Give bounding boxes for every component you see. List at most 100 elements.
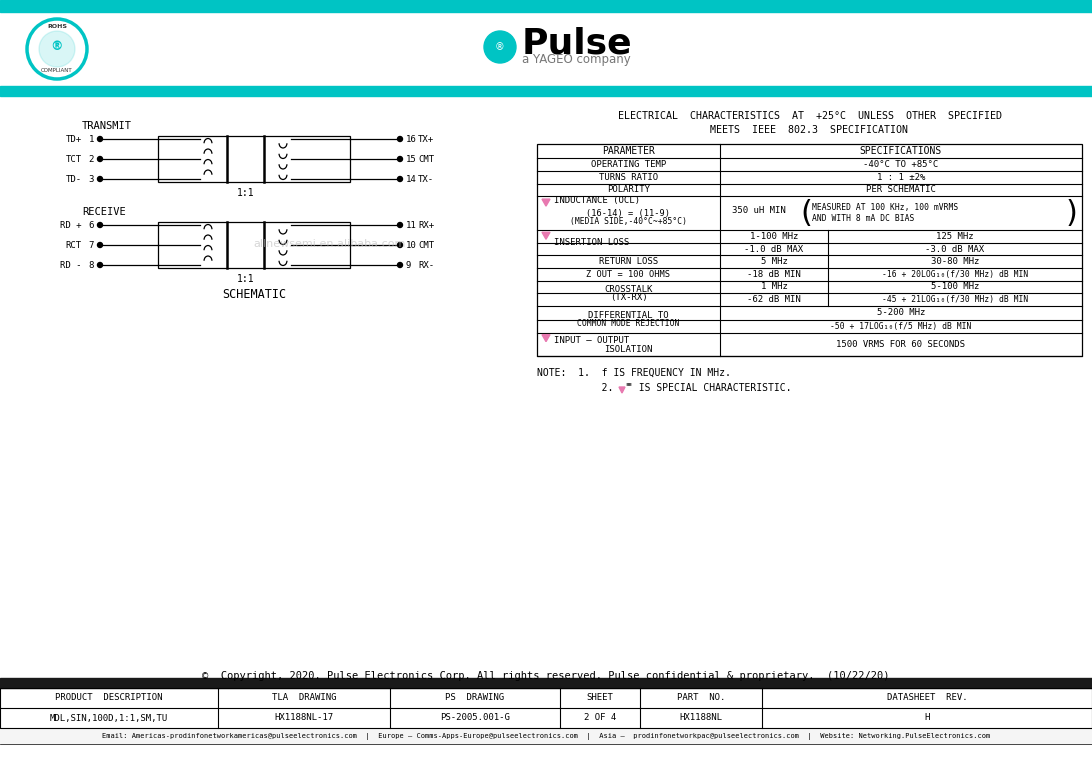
Text: POLARITY: POLARITY — [607, 185, 650, 194]
Text: DATASHEET  REV.: DATASHEET REV. — [887, 694, 968, 703]
Text: -1.0 dB MAX: -1.0 dB MAX — [745, 245, 804, 254]
Text: TX-: TX- — [418, 174, 435, 183]
Polygon shape — [542, 232, 550, 239]
Text: PS  DRAWING: PS DRAWING — [446, 694, 505, 703]
Text: ISOLATION: ISOLATION — [604, 345, 653, 354]
Text: 8: 8 — [88, 261, 94, 269]
Text: 1 : 1 ±2%: 1 : 1 ±2% — [877, 173, 925, 182]
Bar — [0, 12, 1092, 86]
Text: HX1188NL: HX1188NL — [679, 714, 723, 722]
Text: HX1188NL-17: HX1188NL-17 — [274, 714, 333, 722]
Text: PARAMETER: PARAMETER — [602, 146, 655, 156]
Text: 2.  ": 2. " — [537, 383, 631, 393]
Bar — [0, 678, 1092, 688]
Text: OPERATING TEMP: OPERATING TEMP — [591, 160, 666, 170]
Text: 1-100 MHz: 1-100 MHz — [750, 232, 798, 241]
Text: SPECIFICATIONS: SPECIFICATIONS — [859, 146, 942, 156]
Text: INPUT – OUTPUT: INPUT – OUTPUT — [554, 336, 629, 345]
Text: 5 MHz: 5 MHz — [760, 257, 787, 266]
Text: 1 MHz: 1 MHz — [760, 283, 787, 291]
Text: a YAGEO company: a YAGEO company — [522, 53, 631, 67]
Text: 1: 1 — [88, 135, 94, 143]
Text: COMMON MODE REJECTION: COMMON MODE REJECTION — [578, 319, 679, 327]
Text: AND WITH 8 mA DC BIAS: AND WITH 8 mA DC BIAS — [812, 214, 914, 223]
Text: DIFFERENTIAL TO: DIFFERENTIAL TO — [589, 310, 668, 320]
Text: TD+: TD+ — [66, 135, 82, 143]
Text: INSERTION LOSS: INSERTION LOSS — [554, 238, 629, 248]
Text: -40°C TO +85°C: -40°C TO +85°C — [864, 160, 939, 170]
Text: -3.0 dB MAX: -3.0 dB MAX — [925, 245, 985, 254]
Text: MEETS  IEEE  802.3  SPECIFICATION: MEETS IEEE 802.3 SPECIFICATION — [711, 125, 909, 135]
Text: ): ) — [1065, 199, 1077, 228]
Text: 5-200 MHz: 5-200 MHz — [877, 308, 925, 317]
Text: ELECTRICAL  CHARACTERISTICS  AT  +25°C  UNLESS  OTHER  SPECIFIED: ELECTRICAL CHARACTERISTICS AT +25°C UNLE… — [617, 111, 1001, 121]
Text: RD +: RD + — [60, 221, 82, 230]
Text: -45 + 21LOG₁₀(f/30 MHz) dB MIN: -45 + 21LOG₁₀(f/30 MHz) dB MIN — [882, 295, 1029, 304]
Text: RX+: RX+ — [418, 221, 435, 230]
Text: TRANSMIT: TRANSMIT — [82, 121, 132, 131]
Text: TLA  DRAWING: TLA DRAWING — [272, 694, 336, 703]
Text: PS-2005.001-G: PS-2005.001-G — [440, 714, 510, 722]
Text: 30-80 MHz: 30-80 MHz — [930, 257, 980, 266]
Text: CROSSTALK: CROSSTALK — [604, 285, 653, 293]
Bar — [0, 688, 1092, 728]
Text: Email: Americas-prodinfonetworkamericas@pulseelectronics.com  |  Europe – Comms-: Email: Americas-prodinfonetworkamericas@… — [102, 732, 990, 739]
Text: 350 uH MIN: 350 uH MIN — [732, 206, 786, 214]
Text: (MEDIA SIDE,-40°C~+85°C): (MEDIA SIDE,-40°C~+85°C) — [570, 217, 687, 226]
Circle shape — [97, 136, 103, 142]
Text: 7: 7 — [88, 241, 94, 249]
Circle shape — [39, 31, 75, 67]
Circle shape — [97, 176, 103, 181]
Text: CMT: CMT — [418, 155, 435, 163]
Bar — [0, 0, 1092, 12]
Text: (: ( — [800, 199, 811, 228]
Text: 16: 16 — [406, 135, 417, 143]
Text: RD -: RD - — [60, 261, 82, 269]
Text: TD-: TD- — [66, 174, 82, 183]
Text: MEASURED AT 100 KHz, 100 mVRMS: MEASURED AT 100 KHz, 100 mVRMS — [812, 203, 959, 211]
Text: -18 dB MIN: -18 dB MIN — [747, 270, 800, 279]
Circle shape — [397, 262, 403, 268]
Text: " IS SPECIAL CHARACTERISTIC.: " IS SPECIAL CHARACTERISTIC. — [627, 383, 792, 393]
Text: 6: 6 — [88, 221, 94, 230]
Circle shape — [397, 222, 403, 228]
Text: 15: 15 — [406, 155, 417, 163]
Text: 14: 14 — [406, 174, 417, 183]
Text: -62 dB MIN: -62 dB MIN — [747, 295, 800, 304]
Text: PRODUCT  DESCRIPTION: PRODUCT DESCRIPTION — [56, 694, 163, 703]
Polygon shape — [542, 334, 550, 341]
Text: (TX-RX): (TX-RX) — [609, 293, 648, 302]
Text: Pulse: Pulse — [522, 26, 632, 60]
Text: 1500 VRMS FOR 60 SECONDS: 1500 VRMS FOR 60 SECONDS — [836, 340, 965, 349]
Circle shape — [397, 176, 403, 181]
Text: SCHEMATIC: SCHEMATIC — [222, 288, 286, 301]
Polygon shape — [619, 387, 625, 393]
Text: CMT: CMT — [418, 241, 435, 249]
Text: PART  NO.: PART NO. — [677, 694, 725, 703]
Text: ROHS: ROHS — [47, 25, 67, 29]
Circle shape — [33, 25, 81, 73]
Text: Z OUT = 100 OHMS: Z OUT = 100 OHMS — [586, 270, 670, 279]
Bar — [537, 144, 1082, 356]
Bar — [0, 86, 1092, 96]
Circle shape — [397, 156, 403, 162]
Text: -50 + 17LOG₁₀(f/5 MHz) dB MIN: -50 + 17LOG₁₀(f/5 MHz) dB MIN — [830, 322, 972, 330]
Circle shape — [97, 242, 103, 248]
Text: SHEET: SHEET — [586, 694, 614, 703]
Text: RECEIVE: RECEIVE — [82, 207, 126, 217]
Text: -16 + 20LOG₁₀(f/30 MHz) dB MIN: -16 + 20LOG₁₀(f/30 MHz) dB MIN — [882, 270, 1029, 279]
Circle shape — [97, 222, 103, 228]
Circle shape — [484, 31, 517, 63]
Text: 10: 10 — [406, 241, 417, 249]
Circle shape — [27, 19, 87, 79]
Text: 3: 3 — [88, 174, 94, 183]
Text: RCT: RCT — [66, 241, 82, 249]
Text: MDL,SIN,100D,1:1,SM,TU: MDL,SIN,100D,1:1,SM,TU — [50, 714, 168, 722]
Bar — [158, 136, 351, 182]
Circle shape — [97, 156, 103, 162]
Text: H: H — [924, 714, 929, 722]
Circle shape — [397, 242, 403, 248]
Text: NOTE:  1.  f IS FREQUENCY IN MHz.: NOTE: 1. f IS FREQUENCY IN MHz. — [537, 368, 731, 378]
Text: (16-14) = (11-9): (16-14) = (11-9) — [586, 209, 670, 217]
Text: ®: ® — [50, 39, 63, 53]
